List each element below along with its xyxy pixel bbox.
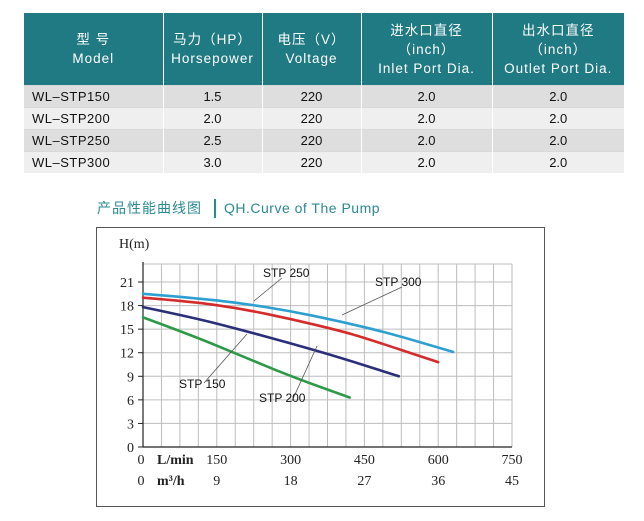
- cell-outlet: 2.0: [492, 129, 624, 152]
- x-tick-label: 0: [138, 453, 145, 468]
- cell-model: WL–STP250: [24, 129, 164, 152]
- curve-stp-300: [141, 292, 455, 354]
- cell-outlet: 2.0: [492, 107, 624, 130]
- qh-curve-chart: H(m) 0 3 6 9 12 15 18 21 0 0 150 9 300 18 450 27 600 36 750…: [96, 227, 545, 507]
- x2-tick-label: 27: [357, 474, 371, 489]
- cell-inlet: 2.0: [361, 85, 493, 108]
- x-unit-label: L/min: [157, 453, 194, 468]
- header-outlet-en: Outlet Port Dia.: [504, 60, 613, 76]
- y-tick-label: 9: [127, 370, 134, 385]
- spec-header-row: 型 号 Model 马力（HP） Horsepower 电压（V） Voltag…: [24, 13, 624, 86]
- callout-leader: [341, 286, 403, 316]
- header-outlet: 出水口直径 （inch） Outlet Port Dia.: [492, 13, 624, 86]
- curve-heading-en: QH.Curve of The Pump: [224, 200, 381, 216]
- x-tick-label: 150: [206, 453, 227, 468]
- cell-model: WL–STP150: [24, 85, 164, 108]
- table-row: WL–STP150 1.5 220 2.0 2.0: [24, 85, 624, 108]
- header-inlet: 进水口直径 （inch） Inlet Port Dia.: [361, 13, 493, 86]
- header-outlet-cn: 出水口直径: [522, 22, 595, 38]
- cell-inlet: 2.0: [361, 129, 493, 152]
- cell-model: WL–STP300: [24, 151, 164, 173]
- header-inlet-en: Inlet Port Dia.: [378, 60, 475, 76]
- y-tick-label: 18: [120, 300, 134, 315]
- cell-horsepower: 3.0: [163, 151, 263, 173]
- spec-table: 型 号 Model 马力（HP） Horsepower 电压（V） Voltag…: [24, 13, 624, 173]
- x2-unit-label: m³/h: [157, 474, 185, 489]
- header-voltage-cn: 电压（V）: [277, 32, 346, 47]
- y-tick-label: 12: [120, 347, 134, 362]
- curve-stp-200: [141, 305, 401, 378]
- x2-tick-label: 9: [213, 474, 220, 489]
- header-model: 型 号 Model: [24, 13, 164, 86]
- y-axis-label: H(m): [119, 237, 150, 252]
- x-tick-label: 600: [428, 453, 449, 468]
- header-inlet-paren: （inch）: [397, 41, 456, 57]
- header-inlet-cn: 进水口直径: [390, 22, 463, 38]
- header-horsepower-cn: 马力（HP）: [173, 32, 252, 47]
- series-label: STP 200: [259, 391, 306, 405]
- series-label: STP 250: [263, 266, 310, 280]
- callout-leader: [253, 277, 283, 302]
- x2-tick-label: 45: [505, 474, 519, 489]
- curve-heading-cn: 产品性能曲线图: [97, 200, 202, 216]
- table-row: WL–STP200 2.0 220 2.0 2.0: [24, 107, 624, 130]
- curve-stp-250: [141, 296, 440, 364]
- cell-voltage: 220: [262, 151, 362, 173]
- y-tick-label: 15: [120, 323, 134, 338]
- cell-outlet: 2.0: [492, 85, 624, 108]
- x2-tick-label: 0: [138, 474, 145, 489]
- y-tick-label: 0: [127, 441, 134, 456]
- cell-voltage: 220: [262, 85, 362, 108]
- cell-model: WL–STP200: [24, 107, 164, 130]
- cell-inlet: 2.0: [361, 151, 493, 173]
- header-horsepower-en: Horsepower: [171, 51, 254, 66]
- header-voltage-en: Voltage: [285, 51, 338, 66]
- header-horsepower: 马力（HP） Horsepower: [163, 13, 263, 86]
- cell-inlet: 2.0: [361, 107, 493, 130]
- cell-outlet: 2.0: [492, 151, 624, 173]
- x2-tick-label: 18: [284, 474, 298, 489]
- series-label: STP 150: [179, 377, 226, 391]
- header-outlet-paren: （inch）: [529, 41, 588, 57]
- y-tick-label: 6: [127, 394, 134, 409]
- callout-leader: [203, 333, 248, 384]
- x-tick-label: 300: [280, 453, 301, 468]
- cell-voltage: 220: [262, 129, 362, 152]
- cell-voltage: 220: [262, 107, 362, 130]
- x2-tick-label: 36: [431, 474, 445, 489]
- heading-divider: [214, 198, 216, 218]
- callout-leader: [291, 345, 318, 402]
- cell-horsepower: 2.5: [163, 129, 263, 152]
- table-row: WL–STP300 3.0 220 2.0 2.0: [24, 151, 624, 173]
- x-tick-label: 750: [502, 453, 523, 468]
- curve-section-heading: 产品性能曲线图 QH.Curve of The Pump: [97, 198, 380, 218]
- y-tick-label: 3: [127, 417, 134, 432]
- cell-horsepower: 2.0: [163, 107, 263, 130]
- header-model-en: Model: [72, 51, 115, 66]
- curve-stp-150: [141, 316, 351, 399]
- header-model-cn: 型 号: [76, 32, 111, 47]
- header-voltage: 电压（V） Voltage: [262, 13, 362, 86]
- qh-curve-svg: H(m)036912151821001509300184502760036750…: [119, 237, 523, 489]
- y-tick-label: 21: [120, 276, 134, 291]
- table-row: WL–STP250 2.5 220 2.0 2.0: [24, 129, 624, 152]
- series-label: STP 300: [375, 275, 422, 289]
- x-tick-label: 450: [354, 453, 375, 468]
- cell-horsepower: 1.5: [163, 85, 263, 108]
